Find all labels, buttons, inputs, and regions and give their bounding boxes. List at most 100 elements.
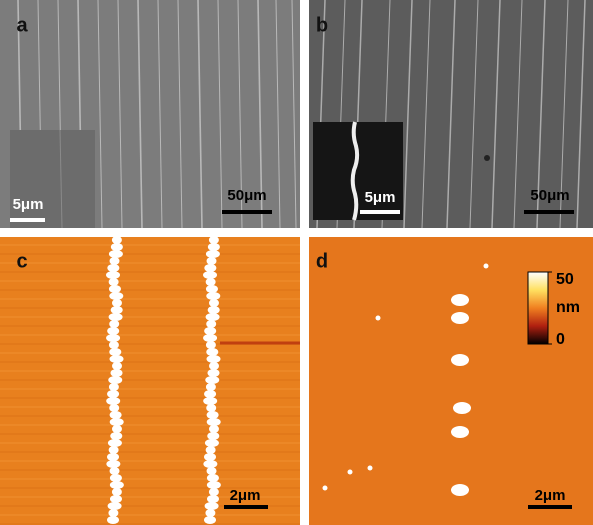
colorbar	[528, 272, 548, 344]
nanoparticle	[207, 257, 217, 265]
nanoparticle	[106, 460, 120, 468]
nanoparticle	[206, 341, 216, 349]
nanoparticle	[208, 243, 220, 251]
panel-label: c	[16, 250, 27, 272]
nanoparticle	[109, 250, 123, 258]
nanoparticle	[110, 257, 120, 265]
nanoparticle	[451, 294, 469, 306]
scale-bar-label: 2μm	[230, 487, 261, 504]
colorbar-tick-label: 0	[556, 331, 565, 348]
nanoparticle	[110, 355, 124, 363]
nanoparticle	[205, 509, 215, 517]
panel-b: b50μm5μm	[309, 0, 593, 228]
nanoparticle	[207, 355, 221, 363]
nanoparticle	[109, 404, 119, 412]
nanoparticle	[203, 460, 217, 468]
nanoparticle	[109, 348, 121, 356]
nanoparticle	[110, 467, 120, 475]
nanoparticle	[207, 432, 219, 440]
nanoparticle	[205, 502, 219, 510]
nanoparticle	[209, 488, 219, 496]
nanoparticle	[208, 306, 220, 314]
nanoparticle	[204, 390, 216, 398]
nanoparticle	[206, 250, 220, 258]
nanoparticle	[453, 402, 471, 414]
nanoparticle	[209, 362, 219, 370]
nanoparticle	[451, 484, 469, 496]
nanoparticle	[209, 299, 219, 307]
nanoparticle	[107, 264, 119, 272]
nanoparticle	[112, 362, 122, 370]
colorbar-tick-label: 50	[556, 271, 574, 288]
nanoparticle	[206, 313, 220, 321]
nanoparticle	[112, 425, 122, 433]
nanoparticle	[111, 306, 123, 314]
panel-label: b	[316, 14, 328, 36]
nanoparticle	[109, 446, 119, 454]
inset-scale-bar-label: 5μm	[365, 189, 396, 206]
nanoparticle	[207, 418, 221, 426]
nanoparticle	[204, 327, 216, 335]
nanoparticle	[112, 488, 122, 496]
nanoparticle	[109, 278, 119, 286]
nanoparticle	[106, 397, 120, 405]
nanoparticle	[207, 474, 219, 482]
nanoparticle	[109, 285, 121, 293]
nanoparticle	[107, 390, 119, 398]
nanoparticle	[204, 453, 216, 461]
particle	[323, 486, 328, 491]
nanoparticle	[203, 397, 217, 405]
nanoparticle	[203, 271, 217, 279]
nanoparticle	[111, 243, 123, 251]
nanoparticle	[107, 327, 119, 335]
nanoparticle	[206, 446, 216, 454]
nanoparticle	[110, 418, 124, 426]
nanoparticle	[206, 292, 220, 300]
nanoparticle	[207, 411, 219, 419]
panel-label: d	[316, 250, 328, 272]
nanoparticle	[451, 354, 469, 366]
nanoparticle	[209, 425, 219, 433]
nanoparticle	[109, 320, 119, 328]
defect	[484, 155, 490, 161]
nanoparticle	[205, 376, 219, 384]
nanoparticle	[206, 348, 218, 356]
inset	[10, 130, 95, 228]
scale-bar-label: 2μm	[535, 487, 566, 504]
nanoparticle	[109, 313, 123, 321]
nanoparticle	[207, 467, 217, 475]
nanoparticle	[110, 432, 122, 440]
nanoparticle	[204, 516, 216, 524]
nanoparticle	[451, 426, 469, 438]
panel-d: d 2μm 0 50 nm	[309, 237, 593, 525]
nanoparticle	[110, 481, 124, 489]
nanoparticle	[112, 236, 122, 244]
nanoparticle	[207, 481, 221, 489]
inset-scale-bar-label: 5μm	[13, 196, 44, 213]
nanoparticle	[110, 411, 122, 419]
nanoparticle	[204, 264, 216, 272]
nanoparticle	[112, 299, 122, 307]
nanoparticle	[451, 312, 469, 324]
particle	[484, 264, 489, 269]
nanoparticle	[206, 383, 216, 391]
nanoparticle	[108, 376, 122, 384]
nanoparticle	[106, 271, 120, 279]
nanoparticle	[208, 369, 220, 377]
figure: a50μm5μm b50μm5μm c2μm d2μm050nm	[0, 0, 593, 525]
scale-bar-label: 50μm	[227, 187, 266, 204]
nanoparticle	[111, 369, 123, 377]
nanoparticle	[206, 320, 216, 328]
nanoparticle	[207, 495, 219, 503]
particle	[348, 470, 353, 475]
nanoparticle	[106, 334, 120, 342]
nanoparticle	[110, 474, 122, 482]
nanoparticle	[107, 516, 119, 524]
nanoparticle	[109, 292, 123, 300]
nanoparticle	[109, 383, 119, 391]
nanoparticle	[206, 285, 218, 293]
nanoparticle	[108, 439, 122, 447]
colorbar-unit: nm	[556, 299, 580, 316]
nanoparticle	[109, 341, 119, 349]
